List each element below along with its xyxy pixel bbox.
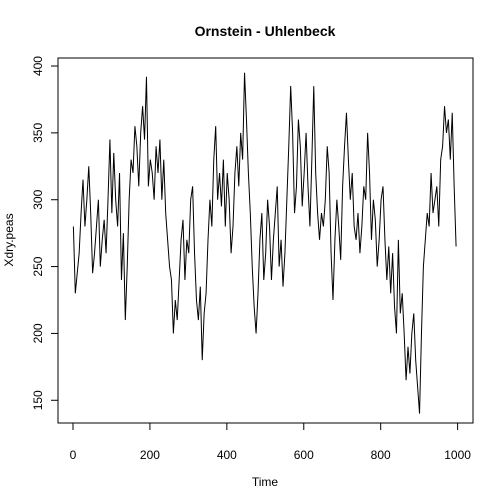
y-tick-label: 200 <box>31 323 45 343</box>
y-tick-label: 150 <box>31 390 45 410</box>
x-tick-label: 0 <box>70 448 77 462</box>
x-tick-label: 200 <box>140 448 160 462</box>
y-tick-label: 400 <box>31 56 45 76</box>
x-axis-label: Time <box>252 475 279 489</box>
chart-title: Ornstein - Uhlenbeck <box>195 23 336 39</box>
series-line <box>72 72 457 414</box>
y-tick-label: 300 <box>31 189 45 209</box>
x-tick-label: 600 <box>294 448 314 462</box>
y-tick-label: 350 <box>31 123 45 143</box>
y-axis-label: Xdry.peas <box>2 213 16 266</box>
x-tick-label: 1000 <box>444 448 471 462</box>
x-tick-label: 800 <box>371 448 391 462</box>
x-tick-label: 400 <box>217 448 237 462</box>
y-tick-label: 250 <box>31 256 45 276</box>
